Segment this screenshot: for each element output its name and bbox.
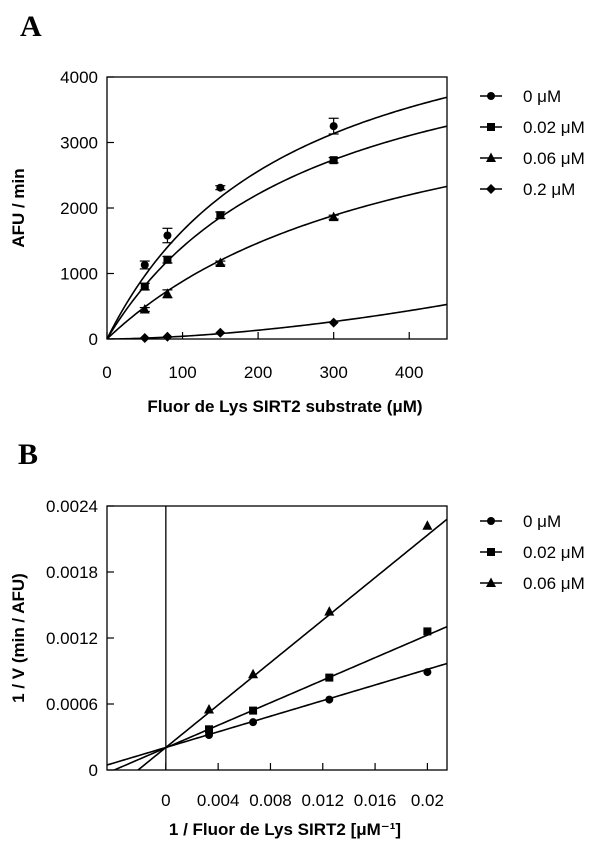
fit-line: [107, 125, 447, 339]
y-tick-label: 0.0024: [46, 497, 98, 516]
fit-line: [107, 662, 447, 766]
data-point: [163, 255, 172, 264]
x-tick-label: 0: [102, 363, 111, 382]
legend-label: 0.02 μM: [523, 543, 585, 562]
data-point: [140, 260, 149, 269]
fit-line: [136, 518, 447, 770]
x-tick-label: 0.004: [197, 791, 240, 810]
fit-line: [112, 625, 447, 770]
legend-marker: [487, 517, 495, 525]
legend-label: 0 μM: [523, 512, 561, 531]
legend-label: 0.02 μM: [523, 118, 585, 137]
data-point: [216, 211, 225, 220]
x-tick-label: 0: [161, 791, 170, 810]
y-axis-title: 1 / V (min / AFU): [9, 573, 28, 703]
data-point: [162, 288, 173, 298]
y-tick-label: 0.0012: [46, 629, 98, 648]
x-tick-label: 0.016: [354, 791, 397, 810]
data-point: [249, 718, 258, 727]
data-point: [204, 704, 214, 714]
data-point: [205, 725, 213, 734]
legend-label: 0 μM: [523, 87, 561, 106]
legend-label: 0.06 μM: [523, 574, 585, 593]
x-axis-title: 1 / Fluor de Lys SIRT2 [μM⁻¹]: [169, 820, 401, 839]
y-tick-label: 2000: [60, 199, 98, 218]
data-point: [423, 668, 432, 677]
data-point: [422, 520, 433, 530]
data-point: [162, 331, 173, 342]
plot-frame: [106, 76, 448, 340]
data-point: [325, 673, 334, 682]
y-tick-label: 0.0006: [46, 695, 98, 714]
y-tick-label: 4000: [60, 68, 98, 87]
legend-label: 0.06 μM: [523, 149, 585, 168]
legend-marker: [486, 184, 496, 194]
data-point: [329, 156, 338, 165]
x-tick-label: 0.008: [249, 791, 292, 810]
data-point: [328, 317, 339, 328]
data-point: [325, 695, 334, 704]
data-point: [139, 304, 150, 314]
x-tick-label: 100: [168, 363, 196, 382]
data-point: [328, 211, 339, 222]
y-axis-title: AFU / min: [9, 168, 28, 247]
data-point: [423, 627, 432, 636]
data-point: [215, 257, 226, 268]
y-tick-label: 0: [89, 330, 98, 349]
data-point: [248, 668, 259, 679]
fit-line: [107, 96, 447, 339]
legend-marker: [487, 123, 495, 131]
legend-marker: [486, 577, 496, 587]
panel-b-chart: 0 0.004 0.008 0.012 0.016 0.02 0 0.0006 0.0012 0.…: [9, 497, 585, 839]
legend-label: 0.2 μM: [523, 180, 575, 199]
data-point: [249, 706, 258, 715]
panel-a-letter: A: [20, 10, 42, 43]
data-point: [216, 183, 225, 192]
x-tick-label: 400: [395, 363, 423, 382]
data-point: [163, 231, 172, 240]
legend-marker: [486, 152, 496, 162]
data-point: [140, 282, 149, 291]
data-point: [139, 333, 150, 344]
fit-line: [107, 185, 447, 339]
fit-line: [107, 303, 447, 339]
x-tick-label: 200: [244, 363, 272, 382]
panel-b-letter: B: [18, 438, 38, 471]
x-axis-title: Fluor de Lys SIRT2 substrate (μM): [147, 397, 422, 416]
plot-frame: [106, 505, 448, 771]
y-tick-label: 3000: [60, 134, 98, 153]
legend-marker: [487, 548, 495, 556]
x-tick-label: 300: [319, 363, 347, 382]
data-point: [329, 122, 338, 131]
x-tick-label: 0.02: [411, 791, 444, 810]
y-tick-label: 1000: [60, 265, 98, 284]
data-point: [324, 606, 335, 616]
data-point: [215, 327, 226, 338]
legend-marker: [487, 92, 495, 100]
y-tick-label: 0: [89, 761, 98, 780]
y-tick-label: 0.0018: [46, 563, 98, 582]
x-tick-label: 0.012: [301, 791, 344, 810]
